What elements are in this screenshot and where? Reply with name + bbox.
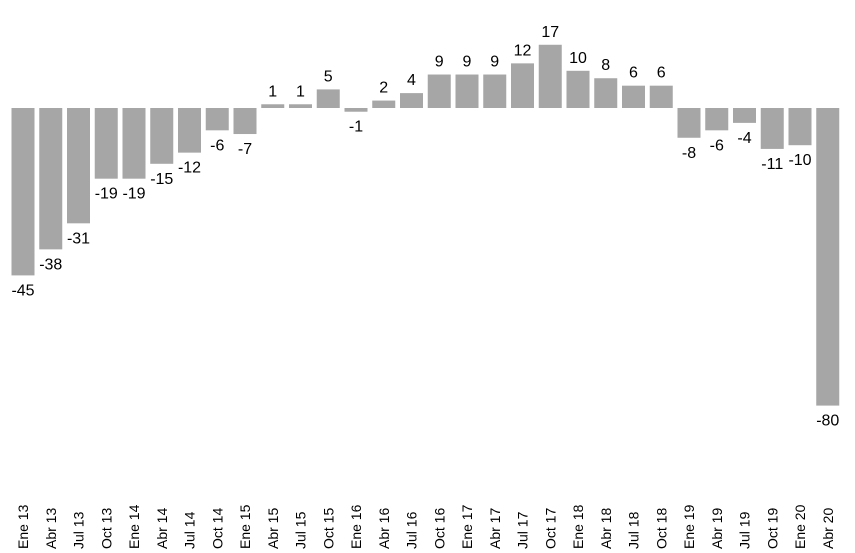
bar-abr-19 xyxy=(705,108,729,131)
tick-label-ene-14: Ene 14 xyxy=(126,504,142,549)
x-axis-tick-labels: Ene 13 Abr 13 Jul 13 Oct 13 Ene 14 Abr 14 Jul … xyxy=(15,504,836,549)
bar-abr-18 xyxy=(594,78,618,108)
tick-label-ene-13: Ene 13 xyxy=(15,504,31,549)
tick-label-jul-18: Jul 18 xyxy=(626,511,642,549)
data-label-abr-20: -80 xyxy=(816,413,839,430)
data-label-jul-17: 12 xyxy=(514,42,532,59)
bar-jul-18 xyxy=(622,85,645,108)
bars-group xyxy=(11,44,840,406)
tick-label-oct-19: Oct 19 xyxy=(764,508,780,549)
bar-oct-17 xyxy=(538,44,562,108)
bar-jul-15 xyxy=(289,104,312,108)
bar-jul-14 xyxy=(178,108,201,153)
tick-label-abr-19: Abr 19 xyxy=(709,508,725,549)
data-label-oct-13: -19 xyxy=(95,186,118,203)
data-label-abr-14: -15 xyxy=(150,171,173,188)
bar-ene-17 xyxy=(455,74,479,108)
bar-jul-17 xyxy=(511,63,534,108)
data-label-jul-16: 4 xyxy=(407,72,416,89)
bar-oct-19 xyxy=(760,108,784,149)
data-label-abr-16: 2 xyxy=(379,80,388,97)
tick-label-abr-15: Abr 15 xyxy=(265,508,281,549)
bar-ene-19 xyxy=(677,108,701,138)
tick-label-ene-17: Ene 17 xyxy=(459,504,475,549)
bar-oct-13 xyxy=(94,108,118,179)
data-label-jul-14: -12 xyxy=(178,160,201,177)
tick-label-jul-14: Jul 14 xyxy=(182,511,198,549)
data-label-abr-15: 1 xyxy=(268,83,277,100)
bar-oct-16 xyxy=(427,74,451,108)
tick-label-ene-15: Ene 15 xyxy=(237,504,253,549)
tick-label-abr-14: Abr 14 xyxy=(154,508,170,549)
tick-label-ene-18: Ene 18 xyxy=(570,504,586,549)
data-label-jul-19: -4 xyxy=(737,130,751,147)
bar-oct-18 xyxy=(649,85,673,108)
data-label-jul-18: 6 xyxy=(629,65,638,82)
data-label-oct-19: -11 xyxy=(761,156,783,173)
data-label-abr-13: -38 xyxy=(39,256,62,273)
data-label-ene-20: -10 xyxy=(788,152,811,169)
data-label-ene-17: 9 xyxy=(463,54,472,71)
bar-ene-20 xyxy=(788,108,812,146)
bar-jul-16 xyxy=(400,93,423,108)
bar-ene-14 xyxy=(122,108,146,179)
tick-label-jul-16: Jul 16 xyxy=(404,511,420,549)
tick-label-jul-17: Jul 17 xyxy=(515,511,531,549)
tick-label-jul-13: Jul 13 xyxy=(71,511,87,549)
tick-label-oct-15: Oct 15 xyxy=(320,508,336,549)
bar-abr-16 xyxy=(372,100,396,108)
data-label-ene-14: -19 xyxy=(122,186,145,203)
bar-abr-14 xyxy=(150,108,174,164)
bar-abr-17 xyxy=(483,74,507,108)
tick-label-oct-17: Oct 17 xyxy=(542,508,558,549)
tick-label-ene-16: Ene 16 xyxy=(348,504,364,549)
bar-ene-13 xyxy=(11,108,35,276)
data-label-oct-18: 6 xyxy=(657,65,666,82)
data-label-oct-14: -6 xyxy=(210,137,224,154)
tick-label-oct-14: Oct 14 xyxy=(209,508,225,549)
tick-label-oct-16: Oct 16 xyxy=(431,508,447,549)
tick-label-abr-18: Abr 18 xyxy=(598,508,614,549)
bar-abr-13 xyxy=(39,108,63,250)
tick-label-oct-13: Oct 13 xyxy=(98,508,114,549)
tick-label-ene-20: Ene 20 xyxy=(792,504,808,549)
bar-ene-15 xyxy=(233,108,257,135)
bar-jul-19 xyxy=(733,108,756,123)
tick-label-abr-13: Abr 13 xyxy=(43,508,59,549)
bar-abr-20 xyxy=(816,108,840,406)
data-label-jul-13: -31 xyxy=(67,230,90,247)
data-labels-group: -45-38-31-19 -19-15-12-6 -71 15-12 49 9 912171… xyxy=(11,24,839,430)
tick-label-ene-19: Ene 19 xyxy=(681,504,697,549)
tick-label-oct-18: Oct 18 xyxy=(653,508,669,549)
data-label-ene-18: 10 xyxy=(569,50,587,67)
bar-jul-13 xyxy=(67,108,90,224)
bar-oct-15 xyxy=(316,89,340,108)
tick-label-jul-15: Jul 15 xyxy=(293,511,309,549)
bar-ene-18 xyxy=(566,70,590,108)
data-label-abr-19: -6 xyxy=(710,137,724,154)
data-label-ene-19: -8 xyxy=(682,145,696,162)
data-label-ene-15: -7 xyxy=(238,141,252,158)
data-label-jul-15: 1 xyxy=(296,83,305,100)
data-label-abr-18: 8 xyxy=(601,57,610,74)
data-label-abr-17: 9 xyxy=(490,54,499,71)
data-label-ene-13: -45 xyxy=(11,282,34,299)
tick-label-abr-20: Abr 20 xyxy=(820,508,836,549)
data-label-ene-16: -1 xyxy=(349,119,363,136)
data-label-oct-16: 9 xyxy=(435,54,444,71)
tick-label-abr-17: Abr 17 xyxy=(487,508,503,549)
bar-abr-15 xyxy=(261,104,285,108)
tick-label-jul-19: Jul 19 xyxy=(737,511,753,549)
bar-ene-16 xyxy=(344,108,368,112)
data-label-oct-15: 5 xyxy=(324,68,333,85)
tick-label-abr-16: Abr 16 xyxy=(376,508,392,549)
bar-oct-14 xyxy=(205,108,229,131)
data-label-oct-17: 17 xyxy=(541,24,559,41)
